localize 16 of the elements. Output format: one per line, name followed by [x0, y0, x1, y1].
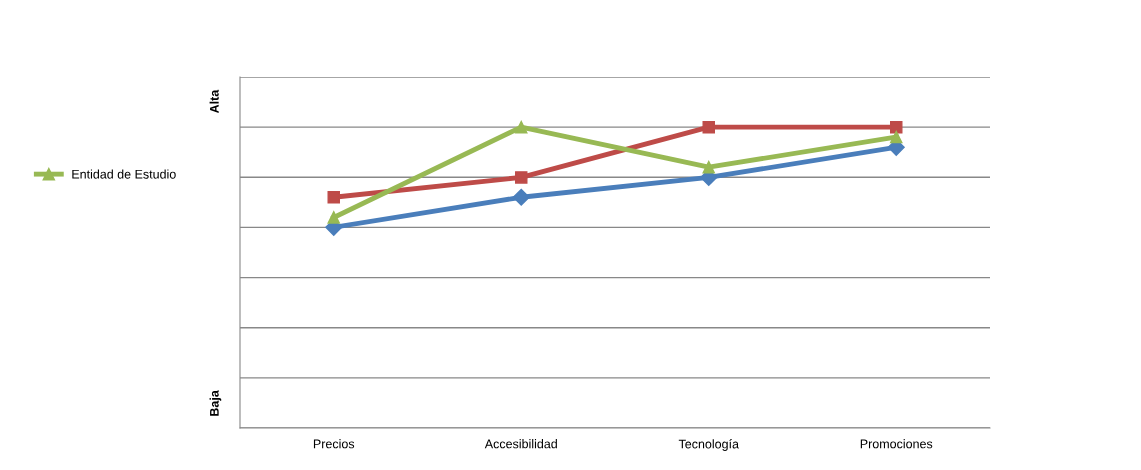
- point: [702, 120, 716, 134]
- point: [889, 120, 903, 134]
- x-tick-label: Tecnología: [678, 439, 739, 451]
- point: [512, 188, 530, 206]
- point: [514, 120, 528, 134]
- x-tick-label: Precios: [313, 439, 355, 449]
- x-tick-label: Promociones: [860, 439, 933, 449]
- text: Baja: [209, 390, 222, 416]
- legend-label: Entidad de Estudio: [72, 169, 176, 179]
- point: [327, 190, 341, 204]
- x-tick-label: Accesibilidad: [484, 439, 557, 449]
- point: [327, 211, 341, 224]
- point: [889, 130, 903, 144]
- point: [702, 160, 716, 174]
- point: [514, 171, 528, 184]
- text: Alta: [209, 89, 219, 114]
